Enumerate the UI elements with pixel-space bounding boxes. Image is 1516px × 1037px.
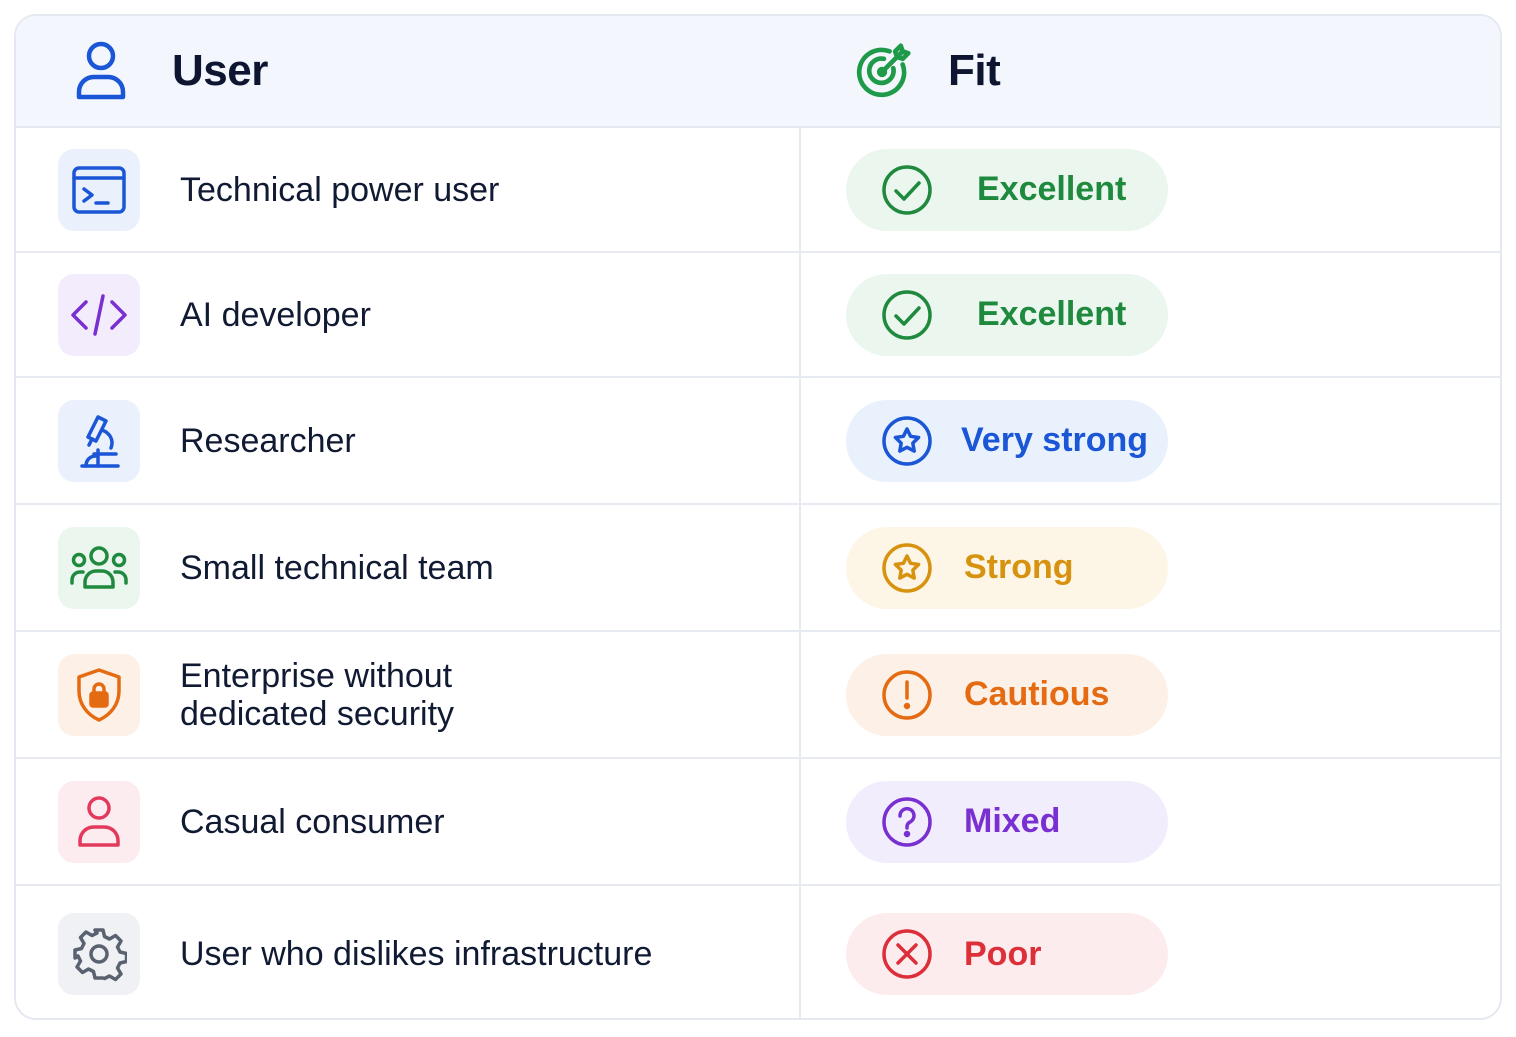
check-circle-icon	[879, 162, 935, 218]
star-circle-icon	[879, 413, 935, 469]
fit-badge: Mixed	[846, 780, 1168, 863]
user-label: Technical power user	[180, 170, 500, 209]
user-cell: Enterprise without dedicated security	[16, 632, 799, 757]
table-row: User who dislikes infrastructure Poor	[16, 886, 1500, 1018]
fit-label: Excellent	[977, 170, 1127, 208]
microscope-icon	[58, 399, 140, 482]
fit-badge: Very strong	[846, 399, 1168, 482]
fit-label: Very strong	[961, 421, 1149, 459]
table-row: Casual consumer Mixed	[16, 759, 1500, 886]
fit-cell: Very strong	[801, 378, 1500, 503]
table-row: Small technical team Strong	[16, 505, 1500, 632]
fit-cell: Strong	[801, 505, 1500, 630]
star-circle-icon	[879, 540, 935, 596]
table-row: Researcher Very strong	[16, 378, 1500, 505]
fit-cell: Mixed	[801, 759, 1500, 884]
table-row: AI developer Excellent	[16, 253, 1500, 378]
question-circle-icon	[879, 794, 935, 850]
person-icon	[58, 780, 140, 863]
fit-badge: Cautious	[846, 653, 1168, 736]
user-label: Researcher	[180, 421, 356, 460]
code-icon	[58, 273, 140, 356]
fit-cell: Cautious	[801, 632, 1500, 757]
user-icon	[72, 40, 130, 102]
user-label: Enterprise without dedicated security	[180, 656, 455, 733]
gear-icon	[58, 913, 140, 995]
user-cell: Casual consumer	[16, 759, 799, 884]
shield-lock-icon	[58, 653, 140, 736]
fit-label: Strong	[964, 548, 1074, 586]
fit-label: Cautious	[964, 675, 1110, 713]
user-label: User who dislikes infrastructure	[180, 935, 653, 973]
fit-badge: Excellent	[846, 273, 1168, 356]
user-label: AI developer	[180, 295, 371, 334]
user-label: Casual consumer	[180, 802, 445, 841]
column-divider	[799, 16, 801, 1018]
user-cell: Researcher	[16, 378, 799, 503]
header-user-label: User	[172, 46, 268, 95]
header-fit-cell: Fit	[854, 16, 1001, 126]
fit-cell: Excellent	[801, 128, 1500, 251]
user-cell: Technical power user	[16, 128, 799, 251]
header-fit-label: Fit	[948, 46, 1001, 95]
fit-badge: Poor	[846, 913, 1168, 995]
user-cell: User who dislikes infrastructure	[16, 886, 799, 1018]
table-header: User Fit	[16, 16, 1500, 128]
target-icon	[854, 40, 912, 102]
fit-badge: Excellent	[846, 148, 1168, 231]
user-cell: Small technical team	[16, 505, 799, 630]
user-cell: AI developer	[16, 253, 799, 376]
header-user-cell: User	[72, 16, 268, 126]
fit-cell: Poor	[801, 886, 1500, 1018]
fit-label: Excellent	[977, 295, 1127, 333]
user-label: Small technical team	[180, 548, 494, 587]
terminal-icon	[58, 148, 140, 231]
team-icon	[58, 526, 140, 609]
fit-cell: Excellent	[801, 253, 1500, 376]
table-row: Enterprise without dedicated security Ca…	[16, 632, 1500, 759]
x-circle-icon	[879, 926, 935, 982]
fit-label: Poor	[964, 934, 1042, 973]
check-circle-icon	[879, 287, 935, 343]
exclamation-circle-icon	[879, 667, 935, 723]
table-row: Technical power user Excellent	[16, 128, 1500, 253]
fit-table: User Fit	[14, 14, 1502, 1020]
fit-label: Mixed	[964, 802, 1061, 840]
fit-badge: Strong	[846, 526, 1168, 609]
